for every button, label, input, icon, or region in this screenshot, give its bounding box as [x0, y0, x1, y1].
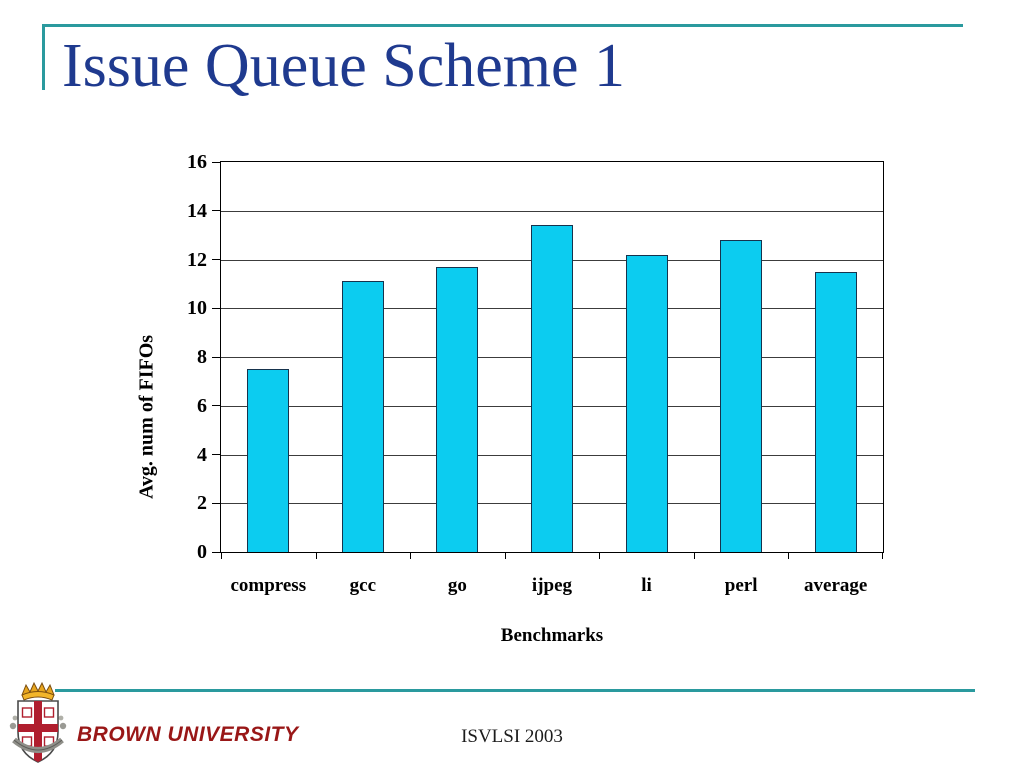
x-tick-label-go: go — [447, 575, 467, 596]
y-axis-tick-6 — [212, 405, 221, 407]
x-tick-label-compress: compress — [230, 575, 307, 596]
y-tick-label-16: 16 — [187, 151, 207, 173]
y-tick-label-14: 14 — [187, 199, 207, 222]
y-tick-label-2: 2 — [197, 492, 207, 515]
bar-chart-plot-area: 0 2 4 6 8 10 12 14 16 compress gcc go ijpeg li perl ave… — [187, 151, 884, 646]
brown-university-crest-logo — [9, 681, 67, 763]
x-axis-tick-7 — [882, 552, 883, 559]
bar-compress — [247, 369, 290, 552]
y-axis-tick-2 — [212, 502, 221, 504]
sunburst-icon — [21, 681, 55, 701]
x-axis-tick-4 — [599, 552, 601, 559]
bar-perl — [720, 240, 763, 552]
x-tick-label-ijpeg: ijpeg — [531, 575, 573, 596]
x-tick-label-perl: perl — [724, 575, 758, 596]
x-axis-tick-0 — [221, 552, 222, 559]
y-tick-label-0: 0 — [197, 541, 207, 563]
y-axis-tick-14 — [212, 210, 221, 212]
y-axis-tick-16 — [212, 161, 221, 163]
x-axis-tick-5 — [693, 552, 695, 559]
y-tick-label-10: 10 — [187, 297, 207, 320]
gridline-14 — [221, 210, 883, 212]
x-tick-label-li: li — [641, 575, 652, 596]
y-axis-tick-0 — [212, 551, 221, 553]
conference-footer-text: ISVLSI 2003 — [461, 726, 563, 747]
bar-gcc — [341, 281, 384, 552]
y-tick-label-8: 8 — [197, 346, 207, 368]
laurel-left-icon — [9, 722, 17, 730]
x-axis-tick-6 — [788, 552, 790, 559]
x-axis-tick-3 — [504, 552, 506, 559]
y-tick-label-6: 6 — [197, 394, 207, 417]
bar-average — [814, 271, 857, 552]
title-accent-corner-line — [42, 24, 45, 90]
y-axis-tick-4 — [212, 454, 221, 455]
x-axis-tick-1 — [315, 552, 317, 559]
page-title: Issue Queue Scheme 1 — [62, 32, 625, 100]
footer-accent-line — [55, 689, 975, 692]
bar-li — [625, 254, 668, 552]
bar-ijpeg — [531, 225, 573, 552]
y-tick-label-4: 4 — [197, 443, 207, 466]
y-axis-title: Avg. num of FIFOs — [135, 334, 158, 500]
x-tick-label-gcc: gcc — [349, 575, 377, 596]
laurel-right-icon — [59, 722, 67, 730]
x-axis-tick-2 — [410, 552, 412, 559]
y-axis-tick-10 — [212, 307, 221, 309]
brown-university-wordmark: BROWN UNIVERSITY — [77, 723, 299, 746]
y-axis-tick-12 — [212, 259, 221, 260]
top-accent-line — [42, 24, 963, 27]
y-axis-tick-8 — [212, 356, 221, 358]
x-tick-label-average: average — [804, 575, 868, 596]
bar-go — [436, 266, 479, 552]
y-tick-label-12: 12 — [187, 248, 207, 271]
x-axis-title: Benchmarks — [500, 625, 604, 646]
